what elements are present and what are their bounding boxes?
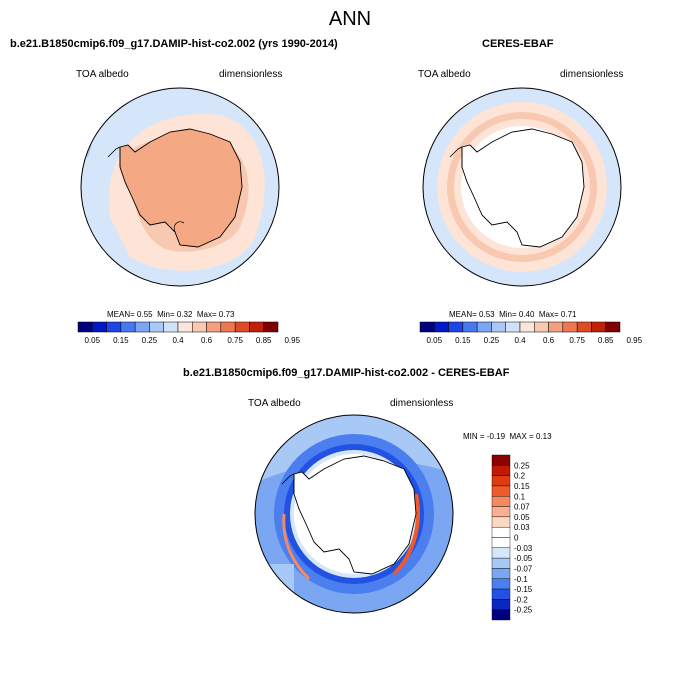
colorbar-tick-label: -0.03 <box>514 544 533 553</box>
colorbar-tick-label: 0.25 <box>142 336 158 345</box>
colorbar-tick-label: 0.95 <box>284 336 300 345</box>
colorbar-swatch <box>519 321 535 333</box>
colorbar-swatch <box>491 609 511 621</box>
colorbar-swatch <box>491 506 511 518</box>
colorbar-swatch <box>491 578 511 590</box>
colorbar-tick-label: 0.07 <box>514 503 530 512</box>
colorbar-swatch <box>491 547 511 559</box>
colorbar-tick-label: -0.07 <box>514 564 533 573</box>
panel2-right-label: dimensionless <box>560 69 624 80</box>
panel2-map <box>422 87 622 287</box>
panel2-colorbar: 0.05 0.15 0.25 0.4 0.6 0.75 0.85 0.95 <box>419 321 643 345</box>
colorbar-tick-label: 0.15 <box>455 336 471 345</box>
colorbar-tick-label: 0.25 <box>514 461 530 470</box>
panel3-title: b.e21.B1850cmip6.f09_g17.DAMIP-hist-co2.… <box>183 367 510 379</box>
colorbar-swatch <box>234 321 250 333</box>
colorbar-swatch <box>491 568 511 579</box>
panel1-left-label: TOA albedo <box>76 69 129 80</box>
colorbar-tick-label: 0.4 <box>172 336 184 345</box>
panel1-title: b.e21.B1850cmip6.f09_g17.DAMIP-hist-co2.… <box>10 38 338 50</box>
panel1-stats: MEAN= 0.55 Min= 0.32 Max= 0.73 <box>107 310 235 319</box>
colorbar-tick-label: 0 <box>514 534 519 543</box>
colorbar-swatch <box>249 321 264 333</box>
colorbar-swatch <box>562 321 578 333</box>
panel1-colorbar: 0.05 0.15 0.25 0.4 0.6 0.75 0.85 0.95 <box>77 321 301 345</box>
colorbar-tick-label: 0.85 <box>598 336 614 345</box>
colorbar-swatch <box>448 321 464 333</box>
colorbar-swatch <box>491 454 511 466</box>
colorbar-tick-label: 0.85 <box>256 336 272 345</box>
colorbar-swatch <box>491 516 511 528</box>
colorbar-swatch <box>106 321 122 333</box>
colorbar-swatch <box>491 465 511 476</box>
colorbar-tick-label: 0.05 <box>426 336 442 345</box>
colorbar-swatch <box>192 321 207 333</box>
colorbar-swatch <box>220 321 236 333</box>
colorbar-tick-label: -0.15 <box>514 585 533 594</box>
colorbar-tick-label: 0.4 <box>514 336 526 345</box>
colorbar-swatch <box>491 496 511 507</box>
colorbar-swatch <box>177 321 193 333</box>
panel2-stats: MEAN= 0.53 Min= 0.40 Max= 0.71 <box>449 310 577 319</box>
colorbar-tick-label: 0.1 <box>514 492 526 501</box>
colorbar-tick-label: 0.95 <box>626 336 642 345</box>
colorbar-swatch <box>263 321 279 333</box>
colorbar-swatch <box>505 321 521 333</box>
colorbar-swatch <box>92 321 107 333</box>
colorbar-tick-label: 0.25 <box>484 336 500 345</box>
colorbar-swatch <box>462 321 478 333</box>
colorbar-tick-label: 0.15 <box>514 482 530 491</box>
colorbar-tick-label: 0.03 <box>514 523 530 532</box>
page-title: ANN <box>328 8 372 30</box>
colorbar-swatch <box>491 588 511 600</box>
colorbar-swatch <box>476 321 492 333</box>
colorbar-tick-label: 0.6 <box>543 336 555 345</box>
colorbar-swatch <box>491 599 511 610</box>
colorbar-swatch <box>534 321 549 333</box>
colorbar-swatch <box>491 537 511 549</box>
panel1-right-label: dimensionless <box>219 69 283 80</box>
colorbar-tick-label: 0.15 <box>113 336 129 345</box>
colorbar-tick-label: -0.25 <box>514 606 533 615</box>
colorbar-swatch <box>434 321 449 333</box>
colorbar-tick-label: 0.2 <box>514 472 526 481</box>
panel3-left-label: TOA albedo <box>248 398 301 409</box>
colorbar-swatch <box>491 526 511 538</box>
panel3-right-label: dimensionless <box>390 398 454 409</box>
colorbar-swatch <box>77 321 93 333</box>
colorbar-swatch <box>591 321 606 333</box>
colorbar-swatch <box>134 321 150 333</box>
panel2-title: CERES-EBAF <box>482 38 554 50</box>
colorbar-swatch <box>120 321 136 333</box>
colorbar-swatch <box>491 321 506 333</box>
colorbar-swatch <box>206 321 222 333</box>
panel3-map <box>254 414 454 614</box>
colorbar-swatch <box>491 475 511 487</box>
colorbar-tick-label: -0.2 <box>514 595 528 604</box>
colorbar-tick-label: 0.75 <box>569 336 585 345</box>
colorbar-swatch <box>548 321 564 333</box>
colorbar-swatch <box>491 485 511 497</box>
colorbar-swatch <box>605 321 621 333</box>
panel3-colorbar: 0.250.20.150.10.070.050.030-0.03-0.05-0.… <box>491 454 533 621</box>
colorbar-tick-label: 0.05 <box>84 336 100 345</box>
colorbar-tick-label: 0.6 <box>201 336 213 345</box>
panel1-map <box>80 87 280 287</box>
panel3-stats: MIN = -0.19 MAX = 0.13 <box>463 432 552 441</box>
panel2-left-label: TOA albedo <box>418 69 471 80</box>
colorbar-swatch <box>491 557 511 569</box>
colorbar-swatch <box>576 321 592 333</box>
colorbar-tick-label: -0.05 <box>514 554 533 563</box>
colorbar-tick-label: 0.75 <box>227 336 243 345</box>
colorbar-swatch <box>163 321 179 333</box>
colorbar-swatch <box>149 321 164 333</box>
colorbar-swatch <box>419 321 435 333</box>
colorbar-tick-label: -0.1 <box>514 575 528 584</box>
colorbar-tick-label: 0.05 <box>514 513 530 522</box>
